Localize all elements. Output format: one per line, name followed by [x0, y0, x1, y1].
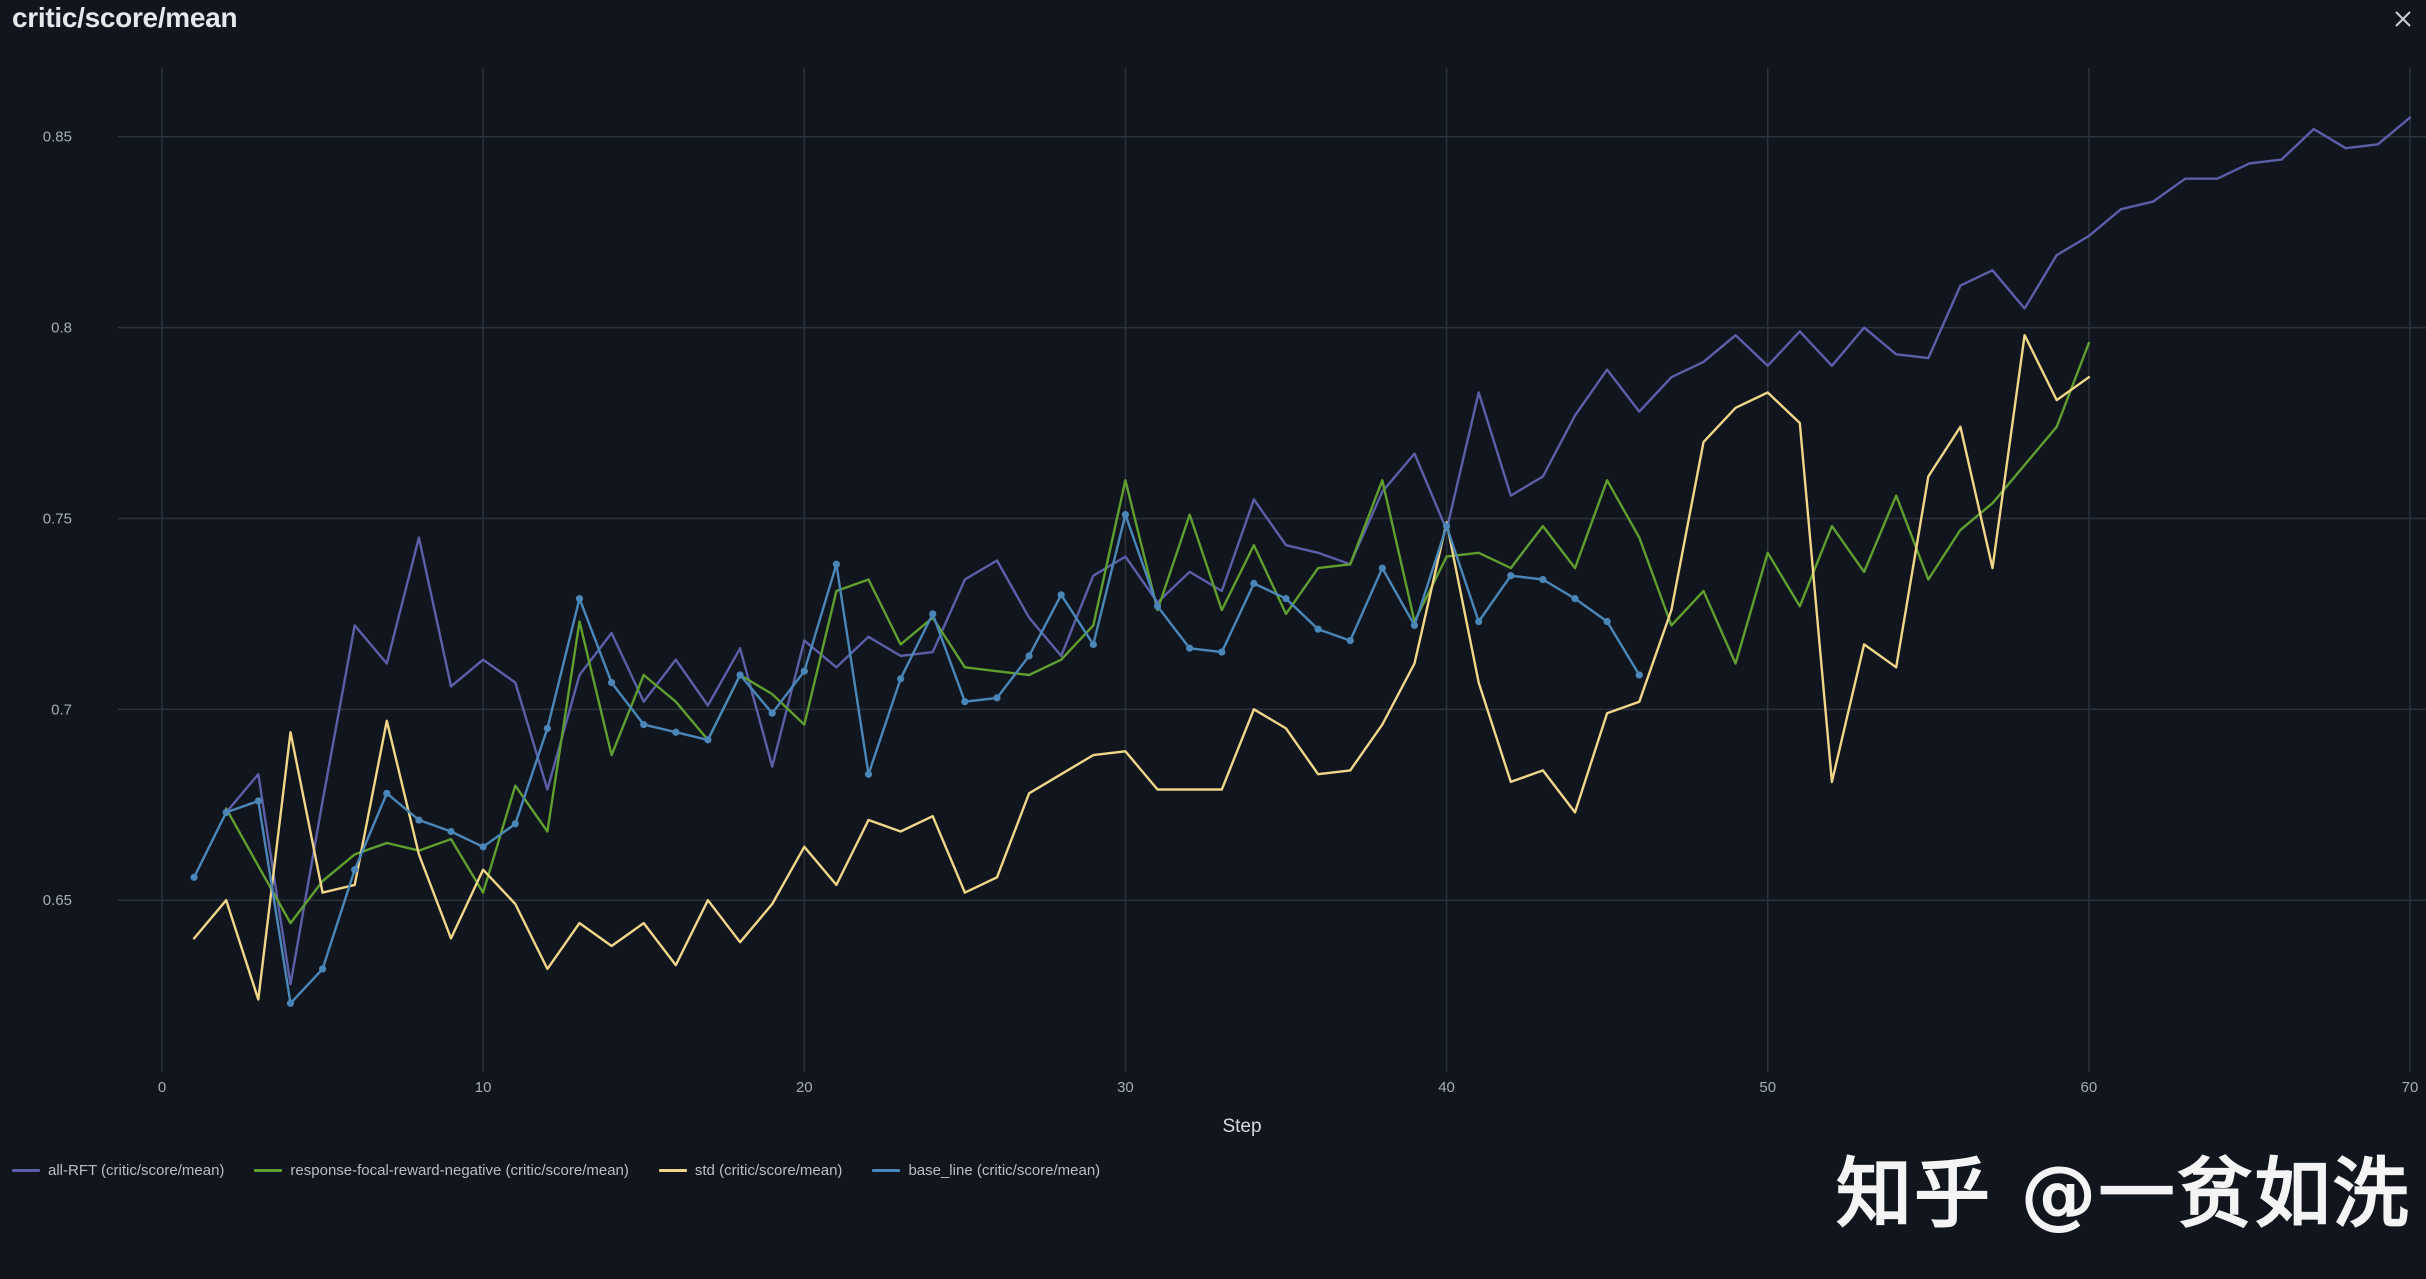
legend-label: std (critic/score/mean)	[694, 1162, 843, 1179]
line-chart[interactable]: 0 10 20 30 40 50 60 70 0.65 0.7 0.75 0.8 0.85 Step	[0, 0, 2426, 1150]
data-point	[993, 694, 1001, 702]
series-0	[224, 116, 2412, 986]
x-tick-label: 0	[158, 1079, 166, 1096]
data-point	[672, 728, 680, 736]
data-point	[222, 808, 230, 817]
x-tick-label: 70	[2402, 1079, 2419, 1096]
data-point	[1218, 648, 1226, 656]
data-point	[704, 736, 712, 744]
data-point	[1346, 637, 1354, 645]
x-tick-label: 40	[1438, 1079, 1455, 1096]
data-point	[1025, 652, 1033, 660]
data-point	[318, 965, 327, 973]
legend-label: response-focal-reward-negative (critic/s…	[290, 1162, 629, 1179]
data-point	[575, 595, 584, 603]
series-1	[224, 341, 2091, 925]
data-point	[800, 667, 808, 675]
series-line	[192, 513, 1641, 1005]
data-point	[1186, 644, 1194, 652]
series-2	[192, 334, 2091, 1001]
data-point	[897, 675, 905, 683]
legend-swatch	[872, 1169, 901, 1172]
data-point	[1314, 625, 1322, 633]
y-tick-label: 0.85	[43, 129, 72, 146]
x-axis-title: Step	[1222, 1116, 1261, 1137]
legend-swatch	[254, 1169, 283, 1172]
data-point	[1153, 602, 1162, 610]
data-point	[1571, 595, 1579, 603]
data-point	[608, 679, 616, 687]
data-point	[447, 827, 455, 836]
y-tick-label: 0.8	[51, 320, 72, 337]
x-tick-label: 30	[1117, 1079, 1134, 1096]
series-3	[190, 511, 1643, 1007]
x-tick-label: 10	[475, 1079, 492, 1096]
series-line	[192, 334, 2091, 1001]
data-point	[736, 671, 744, 679]
legend: all-RFT (critic/score/mean) response-foca…	[12, 1162, 1100, 1179]
x-tick-label: 50	[1759, 1079, 1776, 1096]
data-point	[929, 610, 937, 618]
data-point	[543, 724, 551, 733]
data-point	[383, 789, 391, 797]
data-point	[1507, 572, 1515, 580]
x-tick-label: 20	[796, 1079, 813, 1096]
data-point	[1089, 640, 1097, 649]
data-point	[768, 709, 776, 717]
data-point	[1250, 579, 1258, 587]
data-point	[351, 866, 359, 874]
data-point	[1635, 671, 1643, 679]
legend-swatch	[12, 1169, 40, 1172]
data-point	[1442, 522, 1451, 530]
panel-title: critic/score/mean	[12, 2, 238, 33]
grid	[118, 68, 2426, 1072]
data-point	[832, 560, 841, 568]
legend-swatch	[658, 1169, 687, 1172]
data-point	[254, 797, 262, 805]
data-point	[961, 698, 969, 706]
series-lines	[190, 116, 2412, 1007]
legend-item[interactable]: std (critic/score/mean)	[658, 1162, 843, 1179]
data-point	[1410, 621, 1419, 629]
data-point	[511, 820, 519, 828]
watermark: 知乎 @一贫如洗	[1836, 1149, 2411, 1238]
series-line	[224, 116, 2412, 986]
data-point	[1475, 617, 1483, 626]
close-button[interactable]	[2386, 2, 2420, 36]
data-point	[640, 721, 648, 729]
data-point	[1121, 511, 1130, 519]
data-point	[190, 873, 198, 881]
legend-label: all-RFT (critic/score/mean)	[48, 1162, 225, 1179]
series-line	[224, 341, 2091, 925]
data-point	[1378, 564, 1386, 572]
data-point	[864, 770, 873, 778]
legend-item[interactable]: response-focal-reward-negative (critic/s…	[254, 1162, 629, 1179]
y-tick-label: 0.65	[43, 892, 72, 909]
data-point	[1057, 591, 1065, 599]
legend-item[interactable]: all-RFT (critic/score/mean)	[12, 1162, 224, 1179]
legend-item[interactable]: base_line (critic/score/mean)	[872, 1162, 1100, 1179]
data-point	[286, 999, 295, 1007]
x-tick-label: 60	[2081, 1079, 2098, 1096]
data-point	[1539, 575, 1547, 584]
data-point	[1603, 617, 1611, 626]
data-point	[479, 843, 487, 851]
y-tick-label: 0.7	[51, 701, 72, 718]
data-point	[1282, 595, 1290, 603]
legend-label: base_line (critic/score/mean)	[908, 1162, 1101, 1179]
y-tick-label: 0.75	[43, 510, 72, 527]
tick-labels: 0 10 20 30 40 50 60 70 0.65 0.7 0.75 0.8 0.85	[43, 129, 2419, 1096]
close-icon	[2395, 11, 2411, 27]
data-point	[415, 816, 423, 824]
